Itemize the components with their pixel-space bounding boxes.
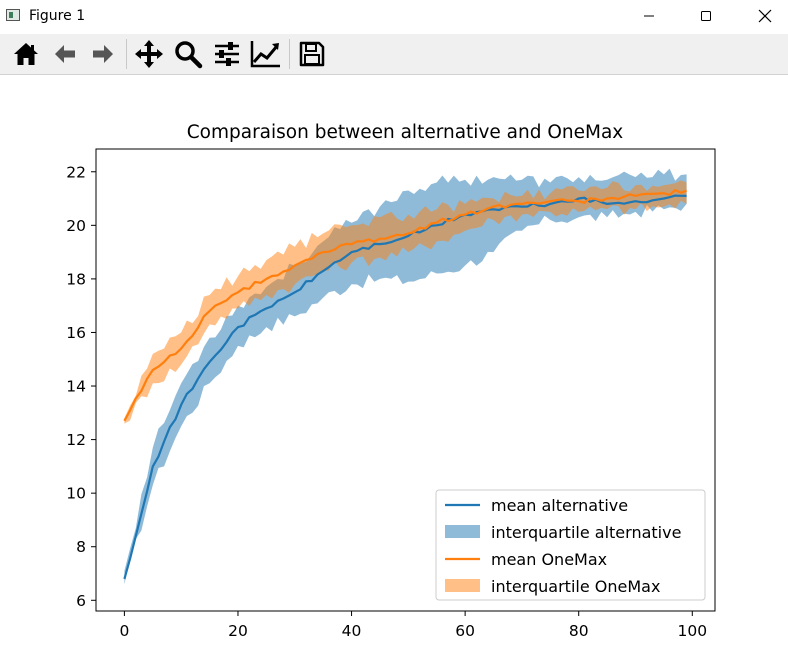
edit-axis-icon <box>250 41 280 68</box>
mean-lines <box>123 188 688 580</box>
y-axis: 6 8 10 12 14 16 18 20 22 <box>66 163 96 610</box>
y-tick-label: 16 <box>66 324 86 342</box>
zoom-button[interactable] <box>172 38 204 70</box>
zoom-magnifier-icon <box>175 41 203 69</box>
minimize-button[interactable] <box>626 0 672 32</box>
legend-swatch <box>445 579 480 592</box>
x-tick-label: 0 <box>119 622 129 640</box>
legend-label: interquartile OneMax <box>491 577 660 596</box>
close-icon <box>758 9 772 23</box>
y-tick-label: 18 <box>66 270 86 288</box>
legend-label: mean alternative <box>491 496 628 515</box>
forward-arrow-icon <box>93 45 113 63</box>
band-interquartile-alternative <box>124 168 687 585</box>
y-tick-label: 14 <box>66 378 86 396</box>
toolbar-separator <box>126 39 127 69</box>
band-interquartile-onemax <box>124 180 687 424</box>
x-tick-label: 60 <box>455 622 475 640</box>
figure-canvas[interactable]: Comparaison between alternative and OneM… <box>0 76 788 672</box>
back-arrow-icon <box>55 45 75 63</box>
y-tick-label: 12 <box>66 431 86 449</box>
forward-button[interactable] <box>87 38 119 70</box>
maximize-icon <box>701 11 711 21</box>
legend-label: interquartile alternative <box>491 523 681 542</box>
save-figure-icon <box>299 41 325 67</box>
chart-title: Comparaison between alternative and OneM… <box>187 122 624 143</box>
close-button[interactable] <box>742 0 788 32</box>
y-tick-label: 20 <box>66 217 86 235</box>
x-tick-label: 20 <box>228 622 248 640</box>
home-button[interactable] <box>10 38 42 70</box>
save-button[interactable] <box>296 38 328 70</box>
x-tick-label: 80 <box>569 622 589 640</box>
x-tick-label: 100 <box>677 622 707 640</box>
navigation-toolbar <box>0 34 788 75</box>
axes-frame <box>95 148 716 612</box>
back-button[interactable] <box>49 38 81 70</box>
minimize-icon <box>644 15 654 17</box>
legend-swatch <box>445 525 480 538</box>
interquartile-bands <box>124 168 687 585</box>
x-tick-label: 40 <box>342 622 362 640</box>
subplots-config-icon <box>215 42 239 66</box>
pan-button[interactable] <box>133 38 165 70</box>
window-titlebar: Figure 1 <box>0 0 788 34</box>
y-tick-label: 6 <box>76 592 86 610</box>
y-tick-label: 10 <box>66 485 86 503</box>
edit-axis-button[interactable] <box>250 38 282 70</box>
legend: mean alternative interquartile alternativ… <box>435 489 706 601</box>
line-mean-onemax <box>123 188 688 422</box>
legend-box <box>435 489 706 601</box>
line-mean-alternative <box>123 194 687 580</box>
y-tick-label: 8 <box>76 538 86 556</box>
pan-move-icon <box>135 40 163 68</box>
y-tick-label: 22 <box>66 163 86 181</box>
window-title: Figure 1 <box>29 8 86 24</box>
figure-app-icon <box>6 9 20 21</box>
legend-label: mean OneMax <box>491 550 607 569</box>
configure-subplots-button[interactable] <box>211 38 243 70</box>
x-axis: 0 20 40 60 80 100 <box>119 611 707 640</box>
maximize-button[interactable] <box>683 0 729 32</box>
home-icon <box>14 43 38 65</box>
toolbar-separator <box>289 39 290 69</box>
